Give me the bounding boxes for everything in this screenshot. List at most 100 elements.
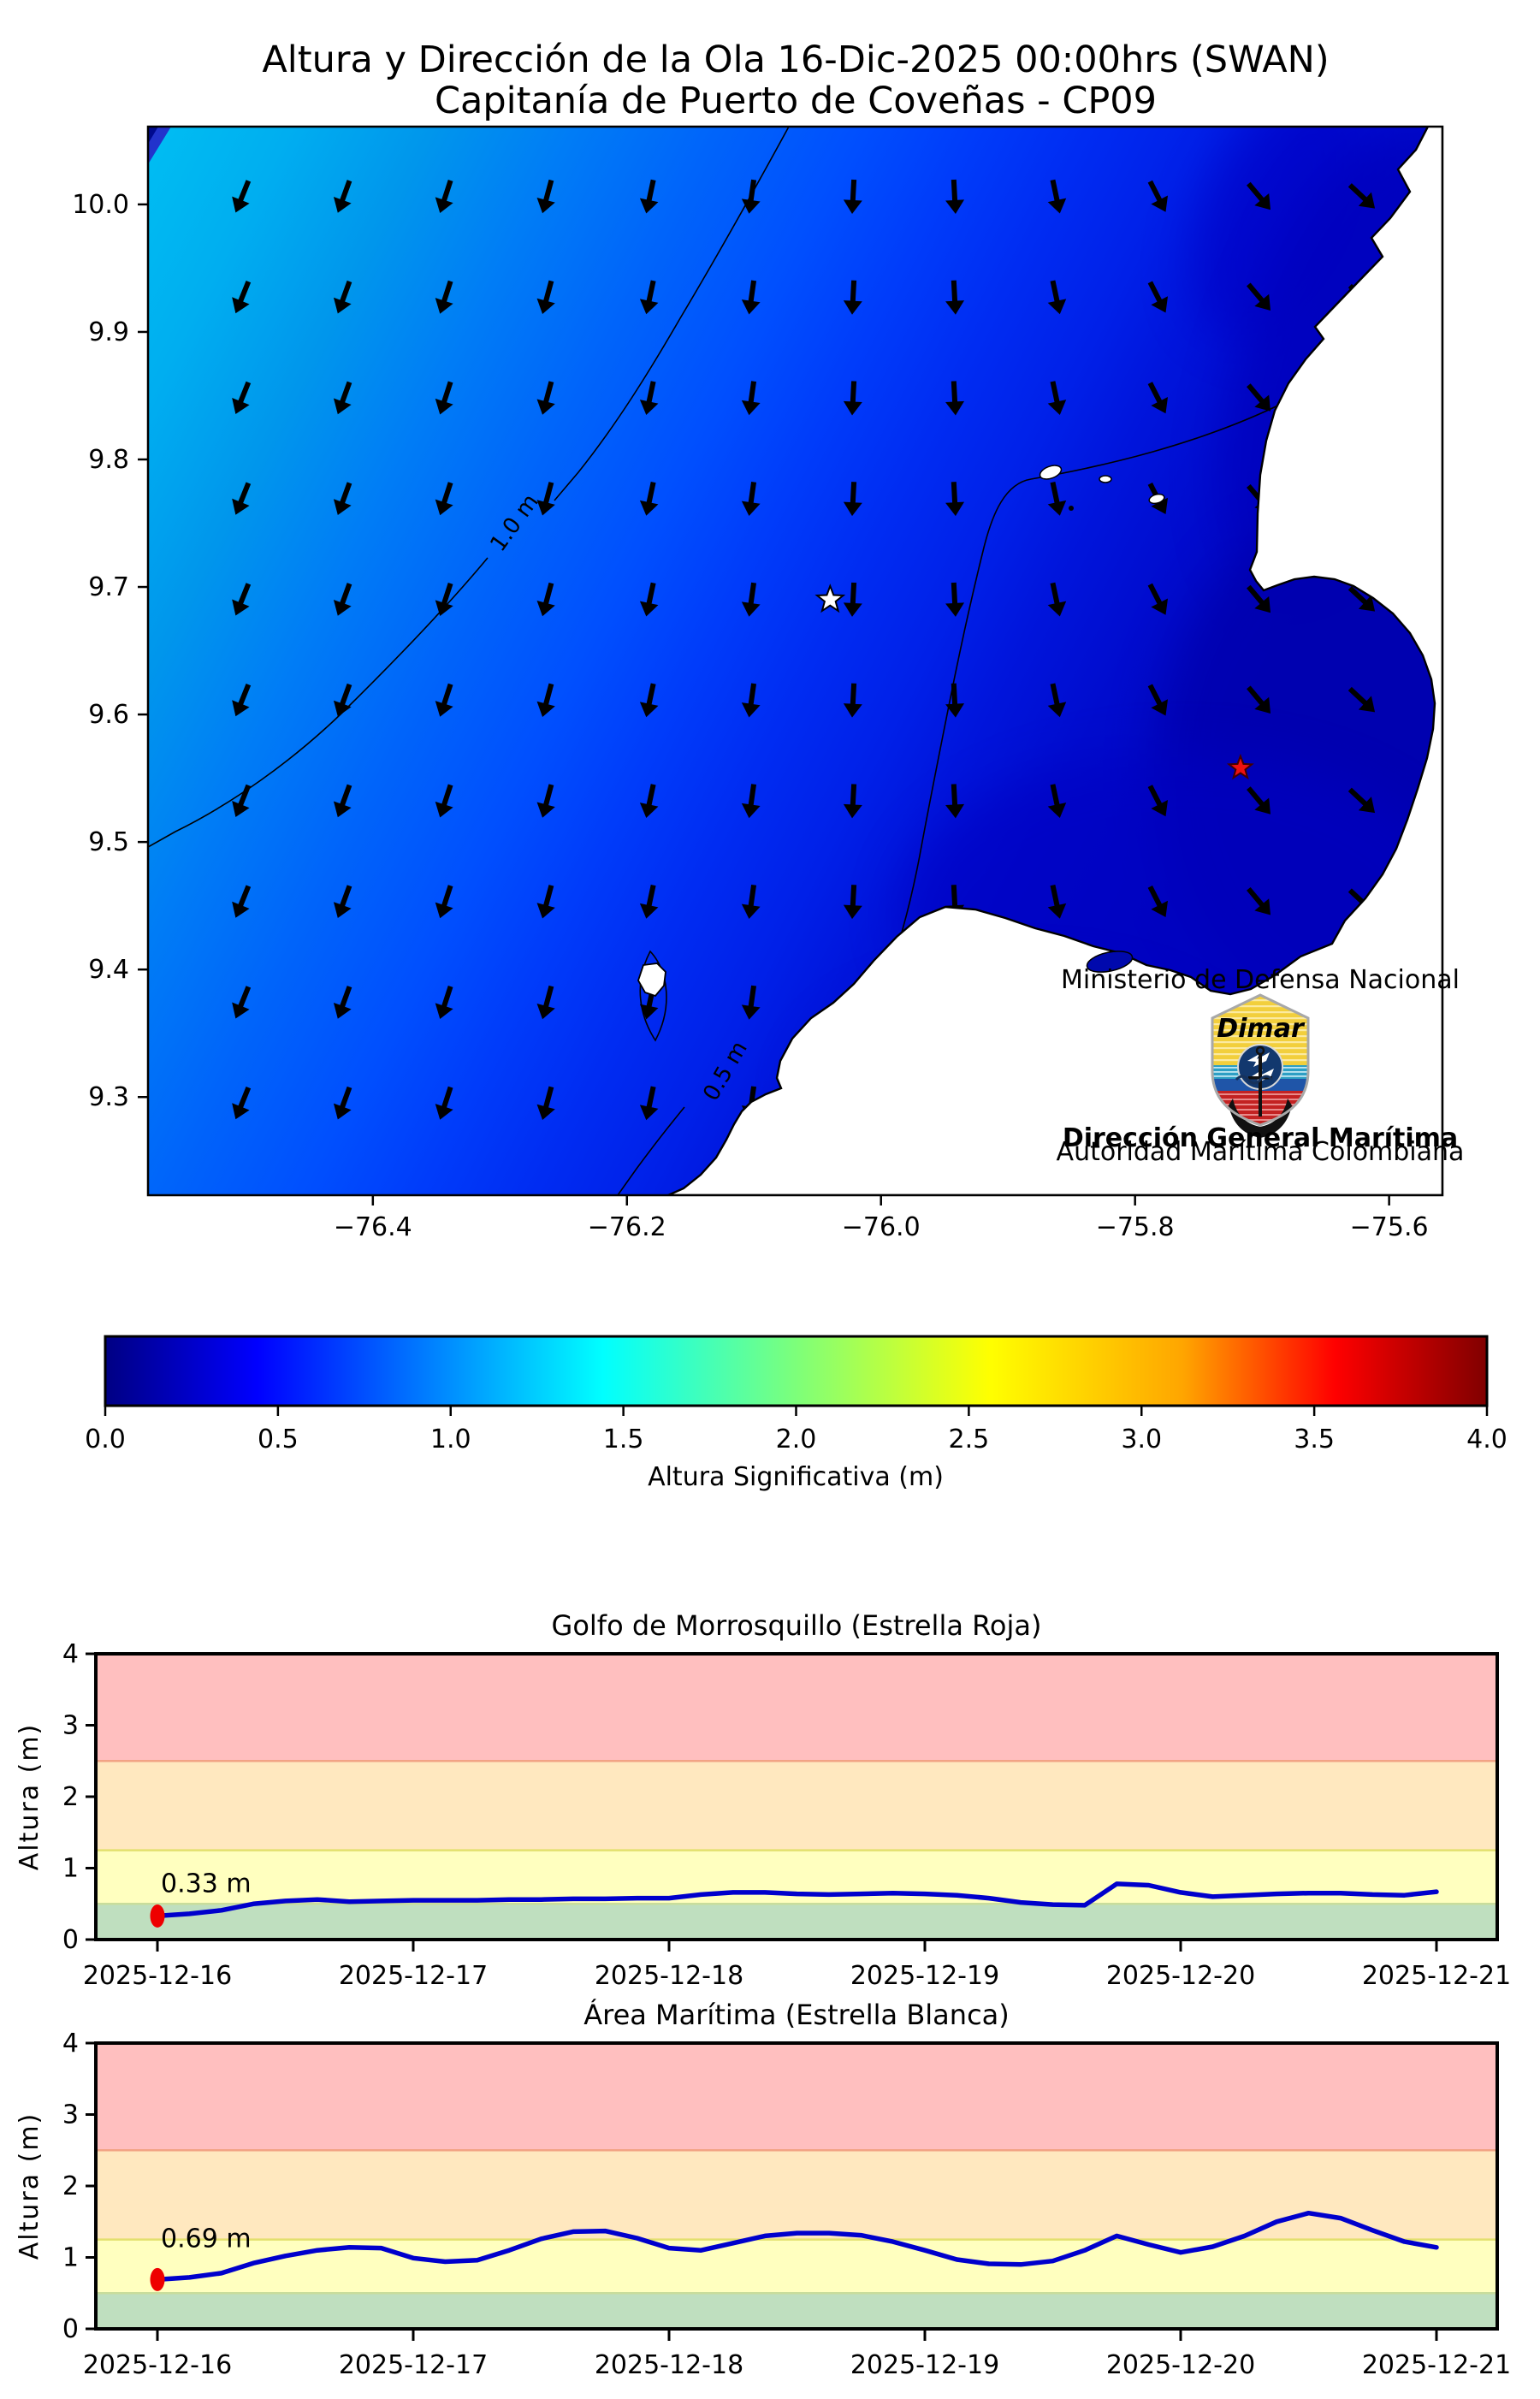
estrella-roja-star-marker: [1226, 753, 1254, 780]
map-x-tick-label: −75.8: [1096, 1212, 1175, 1242]
quiver-arrow: [1147, 382, 1169, 414]
risk-band: [96, 2293, 1497, 2329]
chart-x-tick-label: 2025-12-17: [339, 1961, 488, 1991]
quiver-arrow: [843, 582, 862, 617]
quiver-arrow: [1147, 886, 1169, 918]
quiver-arrow: [639, 1086, 659, 1121]
quiver-arrow: [333, 784, 352, 818]
quiver-arrow: [333, 280, 352, 314]
quiver-arrow: [741, 784, 761, 819]
quiver-arrow: [1047, 784, 1067, 819]
chart-title: Área Marítima (Estrella Blanca): [583, 1999, 1010, 2031]
risk-band: [96, 1904, 1497, 1940]
quiver-arrow: [536, 280, 555, 315]
quiver-arrow: [945, 381, 965, 416]
quiver-arrow: [536, 582, 555, 617]
anchor-icon: [1259, 1054, 1262, 1117]
quiver-arrow: [435, 381, 453, 415]
quiver-arrow: [741, 985, 761, 1020]
islet-dot: [1069, 506, 1074, 511]
chart-y-tick-label: 0: [62, 1925, 79, 1955]
chart-y-tick-label: 1: [62, 2243, 79, 2273]
quiver-arrow: [945, 582, 965, 617]
quiver-arrow: [435, 784, 453, 818]
anchor-icon: [1255, 1045, 1265, 1056]
map-frame: [146, 125, 1444, 1197]
map-y-tick-label: 9.9: [88, 317, 129, 347]
chart-x-tick-label: 2025-12-19: [850, 1961, 999, 1991]
quiver-arrow: [536, 885, 555, 919]
map-y-tick-label: 10.0: [72, 190, 129, 220]
chart-x-tick-label: 2025-12-18: [595, 2350, 743, 2380]
coastline-land: [667, 127, 1442, 1195]
quiver-arrow: [435, 985, 453, 1019]
corner-step: [148, 127, 171, 164]
quiver-arrow: [1147, 684, 1169, 716]
logo-waves-icon: [1235, 1075, 1274, 1085]
colorbar-label: Altura Significativa (m): [648, 1462, 944, 1492]
quiver-arrow: [639, 784, 659, 819]
quiver-arrow: [639, 582, 659, 617]
chart-title: Golfo de Morrosquillo (Estrella Roja): [552, 1609, 1042, 1642]
island-san-bernardo: [1039, 465, 1063, 480]
quiver-arrow: [333, 885, 352, 918]
chart-y-tick-label: 2: [62, 1782, 79, 1812]
chart-y-tick-label: 2: [62, 2171, 79, 2201]
quiver-arrow: [1348, 686, 1376, 713]
risk-band: [96, 1654, 1497, 1762]
quiver-arrow: [536, 1086, 555, 1121]
quiver-arrow: [536, 683, 555, 718]
quiver-arrow: [232, 1087, 252, 1120]
quiver-arrow: [741, 381, 761, 416]
estrella-blanca-star-marker: [814, 583, 846, 613]
quiver-arrow: [536, 784, 555, 818]
quiver-arrow: [639, 885, 659, 919]
quiver-arrow: [1247, 886, 1271, 915]
chart-y-axis-label: Altura (m): [15, 1723, 44, 1871]
map-x-tick-label: −76.0: [842, 1212, 921, 1242]
quiver-arrow: [843, 482, 862, 517]
chart-x-tick-label: 2025-12-18: [595, 1961, 743, 1991]
colorbar-tick-label: 0.0: [85, 1425, 126, 1454]
quiver-arrow: [232, 986, 252, 1019]
corner-step: [148, 127, 158, 144]
quiver-arrow: [333, 381, 352, 415]
island-san-bernardo: [1099, 475, 1112, 483]
quiver-arrow: [1047, 280, 1067, 315]
colorbar-gradient: [105, 1336, 1487, 1406]
chart-y-tick-label: 4: [62, 1639, 79, 1669]
quiver-arrow: [1047, 179, 1067, 214]
colorbar-tick-label: 1.5: [603, 1425, 644, 1454]
quiver-arrow: [536, 985, 555, 1020]
chart-y-tick-label: 4: [62, 2029, 79, 2058]
quiver-arrow: [741, 179, 761, 214]
chart-x-tick-label: 2025-12-20: [1106, 2350, 1255, 2380]
wave-height-series: [155, 2210, 1439, 2283]
quiver-arrow: [945, 179, 965, 214]
quiver-arrow: [1247, 181, 1271, 210]
chart-x-tick-label: 2025-12-17: [339, 2350, 488, 2380]
start-value-annotation: 0.69 m: [161, 2224, 252, 2254]
quiver-arrow: [639, 280, 659, 315]
quiver-arrow: [1047, 885, 1067, 919]
quiver-arrow: [1047, 582, 1067, 617]
contour-05m: [617, 1106, 685, 1195]
land: [637, 127, 1442, 1195]
map-x-tick-label: −76.4: [334, 1212, 412, 1242]
risk-band: [96, 2150, 1497, 2240]
risk-band: [96, 1761, 1497, 1851]
chart-y-axis-label: Altura (m): [15, 2112, 44, 2260]
quiver-arrow: [639, 482, 659, 516]
quiver-arrow: [741, 683, 761, 718]
quiver-arrow: [333, 180, 352, 213]
map-y-tick-label: 9.8: [88, 445, 129, 475]
quiver-arrow: [232, 885, 252, 918]
quiver-arrow: [232, 381, 252, 415]
logo-brand-text: Dimar: [1217, 1014, 1306, 1044]
quiver-arrow: [232, 784, 252, 817]
colorbar-tick-label: 1.0: [430, 1425, 471, 1454]
risk-band: [96, 2043, 1497, 2151]
chart-golfo-morrosquillo: 0.33 m 0 1 2 3 4 2025-12-16 2025-12-17 2025-12-1…: [15, 1609, 1511, 1991]
colorbar-tick-label: 2.5: [949, 1425, 990, 1454]
